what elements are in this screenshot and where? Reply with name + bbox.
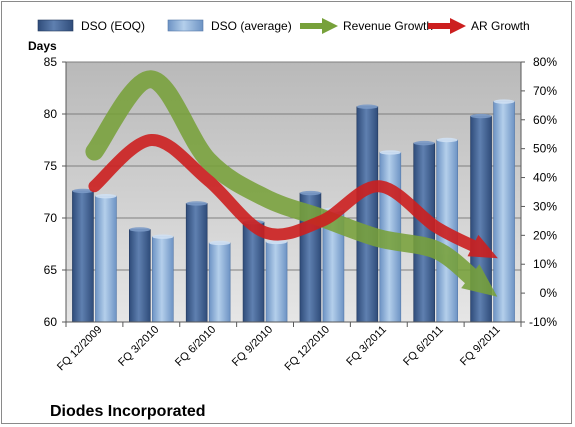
bar-body: [208, 242, 231, 323]
legend-label: AR Growth: [471, 19, 530, 33]
bar-dso-eoq: [413, 140, 435, 323]
legend-arrow-head: [322, 18, 338, 34]
bar-body: [356, 106, 379, 323]
legend-item: DSO (EOQ): [37, 19, 145, 33]
bar-cap: [266, 239, 288, 245]
bar-cap: [95, 193, 117, 199]
bar-dso-average: [152, 234, 174, 323]
left-tick-label: 70: [44, 211, 58, 225]
arrow-head: [461, 264, 498, 297]
footer-title: Diodes Incorporated: [50, 403, 206, 420]
left-tick-label: 85: [44, 55, 58, 69]
ar-growth-arrow: [88, 134, 498, 259]
bar-cap: [356, 104, 378, 109]
right-tick-label: 0%: [540, 286, 558, 300]
left-tick-label: 80: [44, 107, 58, 121]
bar-cap: [152, 234, 174, 239]
bar-cap: [129, 227, 151, 232]
legend-arrow-head: [450, 18, 466, 34]
arrow-head: [467, 234, 498, 259]
bar-dso-eoq: [185, 201, 208, 323]
bar-body: [185, 203, 208, 323]
legend-label: DSO (average): [211, 19, 292, 33]
bar-cap: [209, 240, 231, 246]
bar-body: [493, 101, 515, 323]
left-tick-label: 60: [44, 315, 58, 329]
legend-label: DSO (EOQ): [81, 19, 145, 33]
bar-dso-eoq: [129, 227, 151, 323]
bar-dso-eoq: [356, 104, 379, 323]
right-tick-label: 70%: [533, 84, 557, 98]
right-tick-label: 30%: [533, 199, 557, 213]
right-tick-label: 60%: [533, 113, 557, 127]
bar-dso-average: [95, 193, 117, 323]
bar-cap: [493, 99, 515, 104]
bar-dso-average: [265, 239, 288, 323]
right-tick-label: -10%: [529, 315, 557, 329]
legend-item: Revenue Growth: [300, 18, 433, 34]
bar-body: [95, 195, 117, 323]
x-tick-label: FQ 6/2011: [401, 324, 446, 369]
legend-item: AR Growth: [428, 18, 530, 34]
arrow-shaft: [85, 70, 483, 288]
left-axis-title: Days: [28, 39, 57, 53]
bar-cap: [379, 150, 401, 155]
x-tick-label: FQ 3/2010: [116, 324, 161, 369]
arrow-shaft: [88, 134, 483, 254]
legend-swatch: [167, 19, 204, 32]
x-tick-label: FQ 12/2010: [282, 324, 332, 374]
legend: DSO (EOQ) DSO (average) Revenue Growth AR G…: [37, 18, 530, 34]
bar-dso-average: [493, 99, 515, 323]
growth-arrows: [85, 70, 498, 297]
bars: [72, 99, 515, 323]
x-tick-label: FQ 12/2009: [55, 324, 105, 374]
bar-body: [413, 142, 435, 323]
right-tick-label: 50%: [533, 142, 557, 156]
bar-cap: [413, 140, 435, 146]
left-tick-label: 75: [44, 159, 58, 173]
bar-dso-eoq: [72, 188, 94, 323]
revenue-growth-arrow: [85, 70, 498, 297]
right-tick-label: 10%: [533, 257, 557, 271]
x-tick-label: FQ 3/2011: [344, 324, 389, 369]
right-tick-label: 40%: [533, 171, 557, 185]
bar-body: [152, 236, 174, 323]
x-tick-label: FQ 9/2010: [230, 324, 275, 369]
x-tick-label: FQ 6/2010: [173, 324, 218, 369]
x-tick-label: FQ 9/2011: [458, 324, 503, 369]
bar-cap: [299, 190, 321, 196]
bar-body: [72, 190, 94, 323]
bar-cap: [436, 137, 458, 143]
right-tick-label: 20%: [533, 228, 557, 242]
legend-item: DSO (average): [167, 19, 292, 33]
bar-cap: [470, 113, 492, 119]
bar-dso-average: [208, 240, 231, 323]
right-tick-label: 80%: [533, 55, 557, 69]
legend-swatch: [37, 19, 74, 32]
bar-cap: [72, 188, 94, 194]
bar-body: [129, 229, 151, 323]
left-tick-label: 65: [44, 263, 58, 277]
legend-label: Revenue Growth: [343, 19, 433, 33]
bar-cap: [186, 201, 208, 206]
bar-body: [265, 241, 288, 323]
